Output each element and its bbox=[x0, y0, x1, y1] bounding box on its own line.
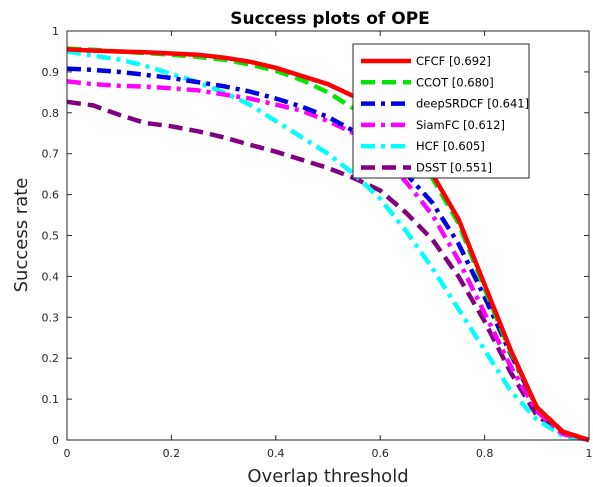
legend-label: HCF [0.605] bbox=[416, 139, 485, 153]
legend-box bbox=[352, 43, 530, 179]
y-tick-label: 0 bbox=[52, 434, 59, 447]
y-tick-label: 0.2 bbox=[42, 352, 60, 365]
x-tick-label: 0.4 bbox=[267, 447, 285, 460]
y-tick-label: 0.7 bbox=[42, 148, 60, 161]
x-tick-label: 0.6 bbox=[371, 447, 389, 460]
series-line bbox=[66, 47, 590, 443]
series-line bbox=[66, 49, 590, 443]
x-axis-ticks: 0 0.2 0.4 0.6 0.8 1 bbox=[64, 31, 593, 460]
x-axis-label: Overlap threshold bbox=[247, 466, 408, 487]
x-tick-label: 0.8 bbox=[476, 447, 494, 460]
y-axis-label: Success rate bbox=[11, 178, 32, 293]
y-tick-label: 1 bbox=[52, 25, 59, 38]
y-axis-ticks: 0 0.1 0.2 0.3 0.4 0.5 0.6 0.7 0.8 0.9 1 bbox=[42, 25, 589, 447]
series-layer bbox=[66, 46, 590, 443]
x-tick-label: 1 bbox=[586, 447, 593, 460]
y-tick-label: 0.8 bbox=[42, 107, 60, 120]
y-tick-label: 0.5 bbox=[42, 230, 60, 243]
y-tick-label: 0.1 bbox=[42, 393, 60, 406]
legend-label: SiamFC [0.612] bbox=[416, 118, 505, 132]
legend-label: deepSRDCF [0.641] bbox=[416, 97, 529, 111]
legend-label: CFCF [0.692] bbox=[416, 54, 491, 68]
series-line bbox=[66, 99, 590, 443]
y-tick-label: 0.6 bbox=[42, 189, 60, 202]
legend-label: CCOT [0.680] bbox=[416, 75, 494, 89]
y-tick-label: 0.3 bbox=[42, 311, 60, 324]
legend: CFCF [0.692] CCOT [0.680] deepSRDCF [0.641… bbox=[352, 43, 530, 179]
legend-label: DSST [0.551] bbox=[416, 161, 492, 175]
chart-title: Success plots of OPE bbox=[230, 9, 430, 29]
x-tick-label: 0 bbox=[64, 447, 71, 460]
x-tick-label: 0.2 bbox=[163, 447, 181, 460]
y-tick-label: 0.4 bbox=[42, 270, 60, 283]
y-tick-label: 0.9 bbox=[42, 66, 60, 79]
